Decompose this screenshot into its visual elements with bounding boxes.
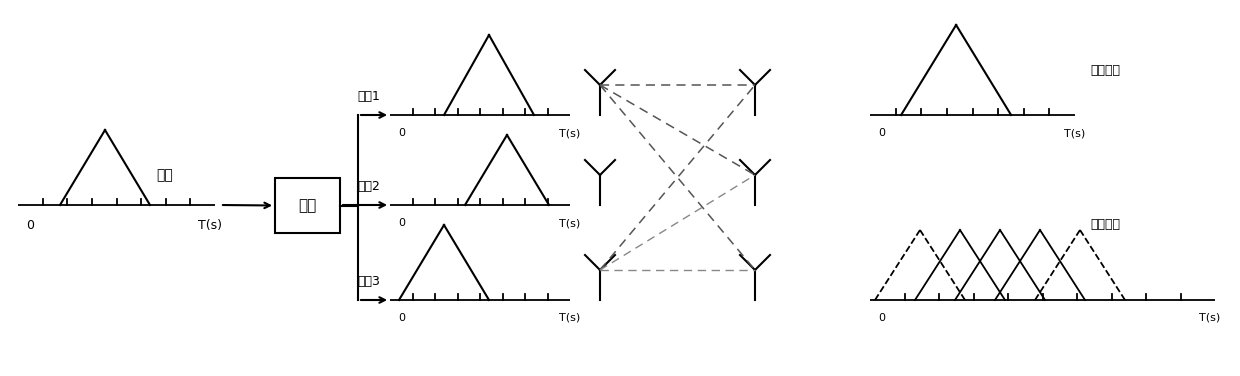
Text: 通信目标: 通信目标 (1090, 64, 1120, 76)
Text: 节点1: 节点1 (357, 90, 379, 103)
Text: T(s): T(s) (559, 128, 580, 138)
Text: 信源: 信源 (156, 168, 174, 182)
Text: T(s): T(s) (559, 313, 580, 323)
Text: T(s): T(s) (1199, 313, 1220, 323)
Text: 节点2: 节点2 (357, 180, 379, 193)
Text: T(s): T(s) (1064, 128, 1086, 138)
Text: 0: 0 (398, 218, 405, 228)
Text: 同步: 同步 (299, 198, 316, 213)
Text: 0: 0 (398, 313, 405, 323)
Text: 0: 0 (26, 219, 33, 232)
Text: 0: 0 (398, 128, 405, 138)
Text: 节点3: 节点3 (357, 275, 379, 288)
FancyBboxPatch shape (275, 178, 340, 233)
Text: 0: 0 (878, 313, 885, 323)
Text: 窃听节点: 窃听节点 (1090, 218, 1120, 232)
Text: T(s): T(s) (559, 218, 580, 228)
Text: T(s): T(s) (198, 219, 222, 232)
Text: 0: 0 (878, 128, 885, 138)
